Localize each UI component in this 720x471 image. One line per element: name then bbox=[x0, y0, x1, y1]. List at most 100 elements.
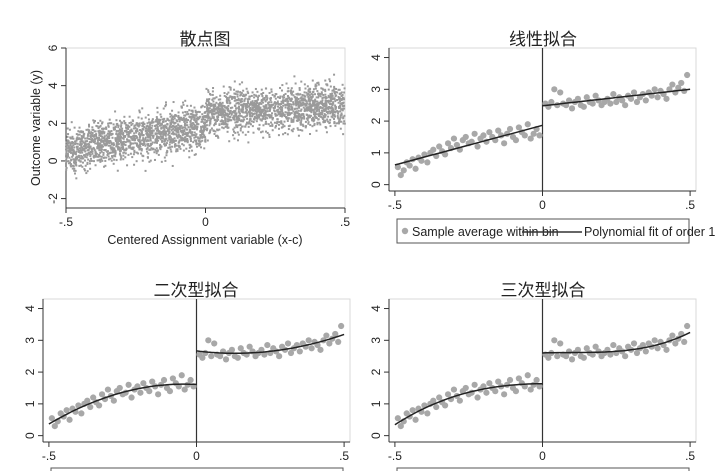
scatter-point bbox=[208, 124, 211, 127]
scatter-point bbox=[65, 143, 68, 146]
scatter-point bbox=[214, 123, 217, 126]
scatter-point bbox=[149, 127, 152, 130]
scatter-point bbox=[89, 132, 92, 135]
scatter-point bbox=[241, 100, 244, 103]
scatter-point bbox=[65, 159, 68, 162]
scatter-point bbox=[168, 135, 171, 138]
scatter-point bbox=[273, 106, 276, 109]
scatter-point bbox=[138, 122, 141, 125]
scatter-point bbox=[113, 150, 116, 153]
scatter-point bbox=[170, 120, 173, 123]
scatter-point bbox=[190, 117, 193, 120]
scatter-point bbox=[233, 116, 236, 119]
scatter-point bbox=[327, 88, 330, 91]
scatter-point bbox=[146, 150, 149, 153]
scatter-point bbox=[108, 130, 111, 133]
scatter-point bbox=[283, 113, 286, 116]
scatter-point bbox=[170, 139, 173, 142]
scatter-point bbox=[342, 116, 345, 119]
scatter-point bbox=[234, 131, 237, 134]
scatter-point bbox=[254, 87, 257, 90]
scatter-point bbox=[312, 88, 315, 91]
scatter-point bbox=[217, 108, 220, 111]
scatter-point bbox=[280, 89, 283, 92]
scatter-point bbox=[89, 138, 92, 141]
scatter-point bbox=[228, 115, 231, 118]
scatter-point bbox=[319, 113, 322, 116]
scatter-point bbox=[81, 146, 84, 149]
scatter-point bbox=[149, 148, 152, 151]
bin-average-point bbox=[104, 386, 112, 393]
scatter-point bbox=[151, 132, 154, 135]
scatter-point bbox=[215, 134, 218, 137]
scatter-point bbox=[313, 101, 316, 104]
scatter-point bbox=[336, 99, 339, 102]
scatter-point bbox=[105, 126, 108, 129]
scatter-point bbox=[187, 113, 190, 116]
scatter-point bbox=[290, 87, 293, 90]
scatter-point bbox=[242, 93, 245, 96]
scatter-point bbox=[216, 135, 219, 138]
scatter-point bbox=[99, 139, 102, 142]
scatter-point bbox=[271, 118, 274, 121]
scatter-point bbox=[103, 149, 106, 152]
scatter-point bbox=[312, 90, 315, 93]
scatter-point bbox=[259, 106, 262, 109]
scatter-point bbox=[129, 129, 132, 132]
scatter-point bbox=[141, 142, 144, 145]
scatter-point bbox=[339, 120, 342, 123]
scatter-point bbox=[156, 139, 159, 142]
scatter-point bbox=[116, 138, 119, 141]
scatter-point bbox=[102, 141, 105, 144]
scatter-point bbox=[287, 100, 290, 103]
scatter-point bbox=[100, 138, 103, 141]
scatter-point bbox=[65, 168, 68, 171]
scatter-point bbox=[104, 164, 107, 167]
scatter-point bbox=[260, 111, 263, 114]
scatter-point bbox=[318, 102, 321, 105]
scatter-point bbox=[219, 114, 222, 117]
scatter-point bbox=[158, 130, 161, 133]
scatter-point bbox=[243, 98, 246, 101]
scatter-point bbox=[145, 132, 148, 135]
scatter-point bbox=[238, 112, 241, 115]
scatter-point bbox=[192, 115, 195, 118]
scatter-point bbox=[190, 115, 193, 118]
scatter-point bbox=[273, 101, 276, 104]
bin-average-point bbox=[305, 337, 312, 344]
scatter-point bbox=[265, 87, 268, 90]
scatter-point bbox=[290, 90, 293, 93]
scatter-point bbox=[123, 120, 126, 123]
scatter-point bbox=[333, 118, 336, 121]
scatter-point bbox=[195, 145, 198, 148]
scatter-point bbox=[263, 108, 266, 111]
scatter-point bbox=[107, 122, 110, 125]
scatter-point bbox=[72, 158, 75, 161]
scatter-point bbox=[299, 121, 302, 124]
scatter-point bbox=[142, 121, 145, 124]
bin-average-point bbox=[506, 376, 514, 384]
scatter-point bbox=[147, 133, 150, 136]
scatter-point bbox=[184, 140, 187, 143]
scatter-point bbox=[154, 133, 157, 136]
scatter-point bbox=[111, 136, 114, 139]
bin-average-point bbox=[338, 322, 345, 330]
scatter-point bbox=[343, 120, 346, 123]
scatter-point bbox=[87, 128, 90, 131]
scatter-point bbox=[161, 140, 164, 143]
scatter-point bbox=[135, 160, 138, 163]
scatter-point bbox=[147, 143, 150, 146]
scatter-point bbox=[194, 124, 197, 127]
bin-average-point bbox=[296, 348, 303, 355]
bin-average-point bbox=[287, 349, 295, 357]
scatter-point bbox=[107, 125, 110, 128]
scatter-point bbox=[95, 135, 98, 138]
scatter-point bbox=[279, 106, 282, 109]
scatter-point bbox=[127, 139, 130, 142]
scatter-point bbox=[201, 131, 204, 134]
scatter-point bbox=[156, 136, 159, 139]
scatter-point bbox=[334, 124, 337, 127]
scatter-point bbox=[107, 144, 110, 147]
scatter-point bbox=[176, 127, 179, 130]
scatter-point bbox=[271, 129, 274, 132]
